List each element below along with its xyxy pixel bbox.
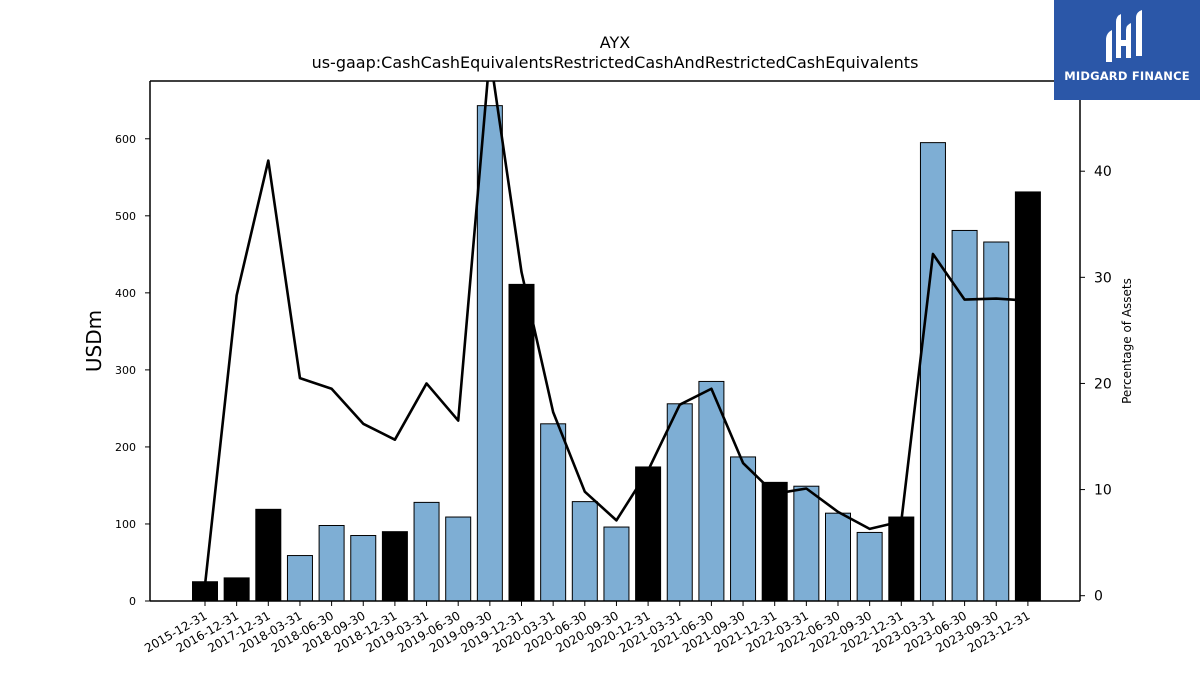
y-tick-label: 100 <box>115 518 136 531</box>
y-tick-label-right: 20 <box>1094 376 1112 392</box>
brand-logo-mark <box>1054 0 1200 100</box>
brand-logo: MIDGARD FINANCE <box>1054 0 1200 100</box>
bar <box>540 423 567 602</box>
bar <box>350 535 377 602</box>
bar <box>825 512 851 602</box>
bar-series <box>192 105 1041 602</box>
bar <box>666 403 693 602</box>
bar <box>793 485 820 602</box>
bar <box>761 481 788 602</box>
y-axis-label: USDm <box>82 310 106 372</box>
bar <box>286 555 313 602</box>
bar <box>951 229 978 602</box>
y-tick-label: 600 <box>115 133 136 146</box>
bar <box>413 501 440 602</box>
y-tick-label: 300 <box>115 364 136 377</box>
line-series <box>203 81 1028 586</box>
y-tick-label: 0 <box>129 595 136 608</box>
bar <box>919 142 946 602</box>
y-tick-label-right: 0 <box>1094 589 1103 605</box>
percentage-line <box>203 81 1028 586</box>
y-tick-label-right: 30 <box>1094 270 1112 286</box>
bar <box>730 456 757 602</box>
chart-subtitle: us-gaap:CashCashEquivalentsRestrictedCas… <box>312 53 919 72</box>
bar <box>603 526 630 602</box>
y-axis-ticks-left: 0 100 200 300 400 500 600 <box>115 133 150 608</box>
y-tick-label: 400 <box>115 287 136 300</box>
x-axis-ticks: 2015-12-312016-12-312017-12-312018-03-31… <box>142 601 1032 655</box>
bar <box>635 466 662 602</box>
y-tick-label-right: 40 <box>1094 164 1112 180</box>
bar <box>888 516 915 602</box>
bar <box>571 501 598 602</box>
bar <box>445 516 472 602</box>
bar <box>856 531 883 602</box>
bar <box>255 508 282 602</box>
y-tick-label: 500 <box>115 210 136 223</box>
y-axis-ticks-right: 0 10 20 30 40 <box>1080 164 1112 605</box>
bar <box>508 283 535 602</box>
bar <box>318 525 345 602</box>
bar <box>698 380 725 602</box>
y-tick-label-right: 10 <box>1094 483 1112 499</box>
bar <box>476 105 503 602</box>
y-tick-label: 200 <box>115 441 136 454</box>
y-axis-label-right: Percentage of Assets <box>1120 278 1134 404</box>
bar <box>1014 191 1041 602</box>
bar <box>983 241 1010 602</box>
brand-name: MIDGARD FINANCE <box>1064 69 1190 83</box>
bar <box>223 577 250 602</box>
bar <box>381 531 408 602</box>
chart-title: AYX <box>600 33 630 52</box>
axes <box>149 80 1081 602</box>
